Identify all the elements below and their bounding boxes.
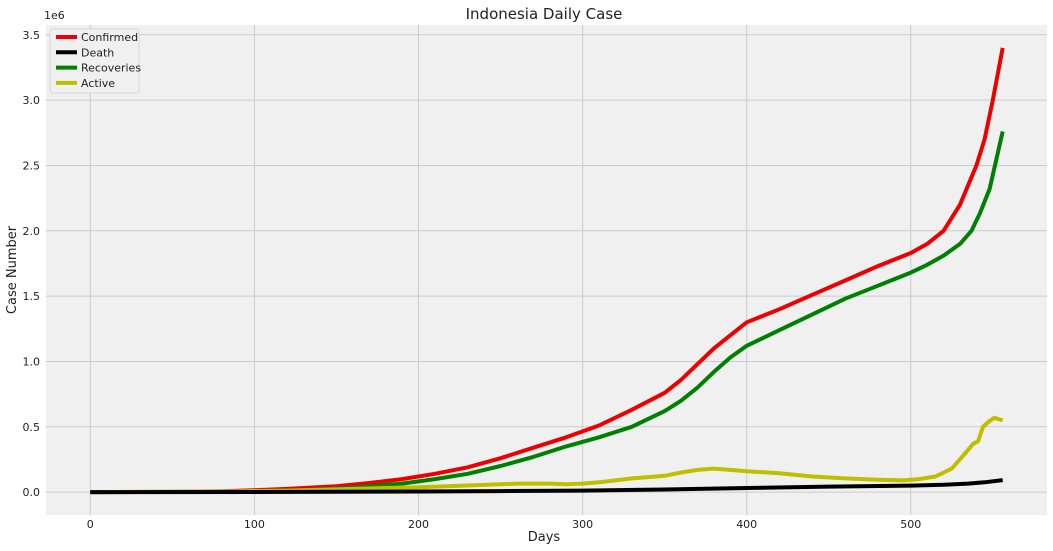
y-tick-label: 3.0	[23, 94, 41, 107]
x-tick-label: 300	[572, 518, 593, 531]
legend: Confirmed Death Recoveries Active	[49, 28, 141, 94]
x-axis-label: Days	[528, 530, 561, 545]
y-tick-label: 3.5	[23, 29, 41, 42]
series-lines	[90, 47, 1005, 495]
y-tick-labels: 0.0 0.5 1.0 1.5 2.0 2.5 3.0 3.5	[23, 29, 41, 499]
legend-label-active: Active	[81, 77, 115, 90]
x-tick-label: 500	[900, 518, 921, 531]
x-tick-labels: 0 100 200 300 400 500	[87, 518, 921, 531]
y-scale-label: 1e6	[44, 9, 65, 22]
legend-label-death: Death	[81, 46, 114, 59]
legend-label-confirmed: Confirmed	[81, 31, 138, 44]
series-line-active	[90, 415, 1004, 495]
chart-title: Indonesia Daily Case	[466, 5, 623, 23]
series-line-confirmed	[90, 47, 1005, 495]
x-tick-label: 0	[87, 518, 94, 531]
x-tick-label: 200	[408, 518, 429, 531]
y-tick-label: 0.5	[23, 421, 41, 434]
legend-label-recoveries: Recoveries	[81, 62, 141, 75]
x-tick-label: 400	[736, 518, 757, 531]
legend-frame	[49, 28, 140, 94]
plot-area	[46, 25, 1047, 515]
series-line-death	[90, 478, 1003, 495]
y-tick-label: 0.0	[23, 486, 41, 499]
y-axis-label: Case Number	[5, 225, 20, 314]
y-tick-label: 2.5	[23, 159, 41, 172]
x-tick-label: 100	[244, 518, 265, 531]
series-line-recoveries	[90, 131, 1005, 495]
y-tick-label: 1.5	[23, 290, 41, 303]
y-tick-label: 2.0	[23, 225, 41, 238]
y-tick-label: 1.0	[23, 355, 41, 368]
